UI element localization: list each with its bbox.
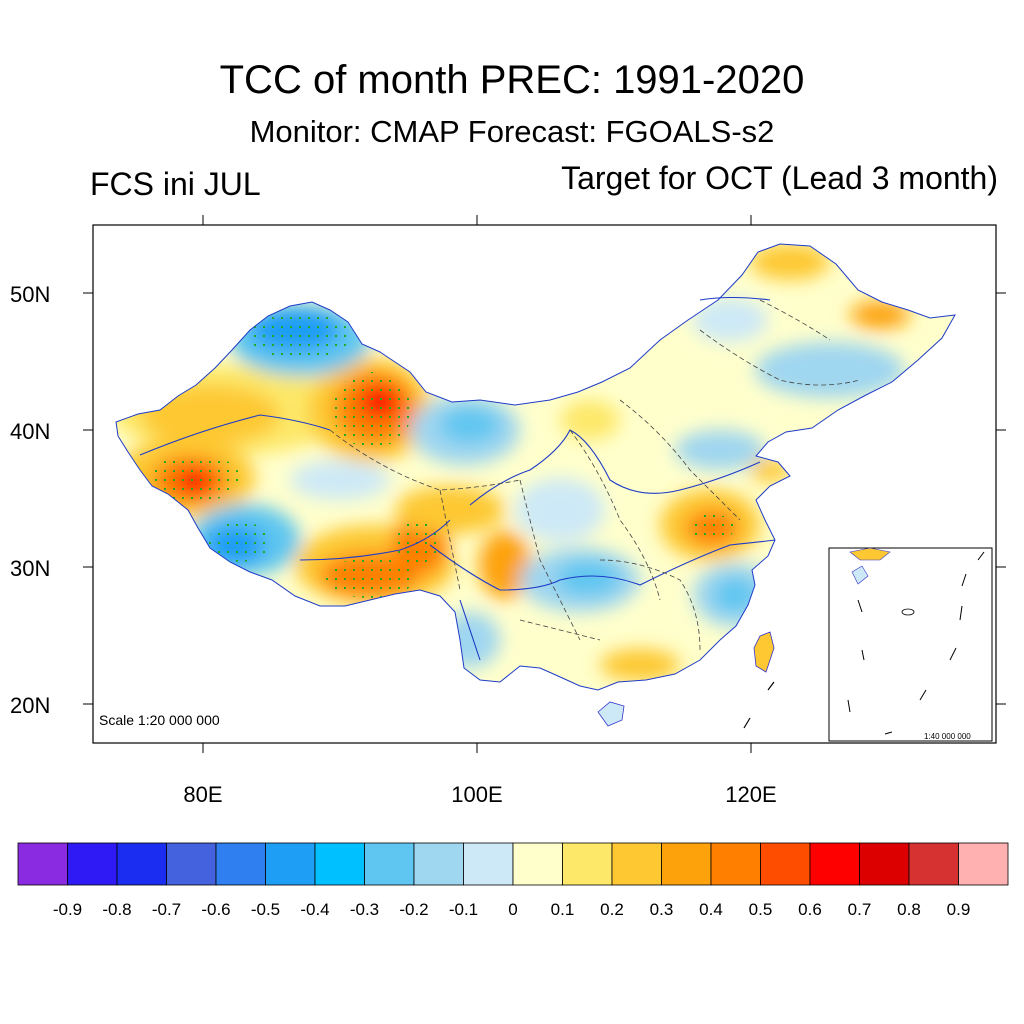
- colorbar-label: -0.7: [152, 900, 181, 919]
- colorbar-swatch: [67, 842, 118, 886]
- colorbar-label: -0.4: [300, 900, 329, 919]
- field-region: [140, 385, 280, 445]
- field-region: [750, 244, 830, 280]
- lat-label-50n: 50N: [10, 282, 50, 307]
- significance-stipple: [325, 558, 415, 598]
- rivers: [139, 296, 776, 661]
- colorbar-label: 0.2: [600, 900, 624, 919]
- colorbar-swatch: [463, 842, 514, 886]
- colorbar-label: -0.3: [350, 900, 379, 919]
- colorbar-swatch: [958, 842, 1009, 886]
- field-region: [440, 407, 500, 443]
- colorbar-swatch: [760, 842, 811, 886]
- colorbar-swatch: [265, 842, 316, 886]
- inset-map: 1:40 000 000: [828, 547, 993, 742]
- lon-label-80e: 80E: [183, 782, 222, 807]
- field-region: [755, 342, 905, 398]
- colorbar-swatch: [908, 842, 959, 886]
- colorbar-label: -0.5: [251, 900, 280, 919]
- colorbar-label: 0.1: [551, 900, 575, 919]
- hainan-island: [597, 701, 625, 727]
- province-boundaries: [329, 299, 861, 651]
- significance-stipple: [332, 372, 412, 448]
- inset-hainan: [851, 565, 869, 585]
- field-region: [290, 460, 390, 500]
- colorbar-swatch: [17, 842, 68, 886]
- colorbar-label: 0.8: [897, 900, 921, 919]
- significance-stipple: [690, 514, 734, 542]
- field-region: [479, 531, 531, 599]
- yellow-river: [469, 429, 761, 506]
- colorbar-swatch: [809, 842, 860, 886]
- mekong-river: [459, 599, 481, 661]
- field-region: [713, 577, 757, 613]
- lat-label-30n: 30N: [10, 556, 50, 581]
- colorbar-label: 0.3: [650, 900, 674, 919]
- yangtze-river: [429, 539, 776, 591]
- field-region: [850, 301, 910, 329]
- colorbar-swatch: [413, 842, 464, 886]
- colorbar-label: -0.1: [449, 900, 478, 919]
- china-outline: [115, 243, 956, 691]
- significance-stipple: [396, 518, 440, 566]
- lat-label-40n: 40N: [10, 419, 50, 444]
- significance-stipple: [208, 522, 272, 562]
- colorbar-swatch: [116, 842, 167, 886]
- colorbar-label: -0.8: [102, 900, 131, 919]
- colorbar-swatch: [859, 842, 910, 886]
- inset-scale-label: 1:40 000 000: [924, 732, 971, 741]
- colorbar-label: 0: [508, 900, 517, 919]
- inset-coast: [849, 547, 891, 561]
- inset-frame: [828, 547, 993, 742]
- significance-stipple: [250, 312, 350, 360]
- colorbar-swatch: [166, 842, 217, 886]
- lat-label-20n: 20N: [10, 693, 50, 718]
- field-region: [560, 400, 620, 440]
- inset-dash-line: [847, 551, 985, 735]
- init-label: FCS ini JUL: [90, 166, 261, 202]
- colorbar-swatch: [562, 842, 613, 886]
- colorbar-label: 0.4: [699, 900, 723, 919]
- colorbar-swatch: [611, 842, 662, 886]
- colorbar-swatch: [661, 842, 712, 886]
- lon-label-120e: 120E: [725, 782, 776, 807]
- inset-island: [901, 608, 915, 616]
- taiwan-island: [753, 631, 775, 673]
- field-region: [515, 478, 605, 542]
- target-label: Target for OCT (Lead 3 month): [561, 160, 998, 196]
- field-region: [692, 298, 768, 342]
- colorbar-label: 0.5: [749, 900, 773, 919]
- colorbar-labels: -0.9 -0.8 -0.7 -0.6 -0.5 -0.4 -0.3 -0.2 -0.1 0 0.1…: [53, 900, 970, 919]
- colorbar-label: -0.2: [399, 900, 428, 919]
- amur-river: [699, 296, 771, 301]
- field-region: [600, 649, 680, 681]
- lon-label-100e: 100E: [451, 782, 502, 807]
- colorbar-label: 0.6: [798, 900, 822, 919]
- colorbar-label: -0.9: [53, 900, 82, 919]
- nine-dash-line: [743, 681, 775, 729]
- map-subtitle: Monitor: CMAP Forecast: FGOALS-s2: [249, 114, 775, 149]
- colorbar-swatch: [314, 842, 365, 886]
- colorbar-label: -0.6: [201, 900, 230, 919]
- yarlung-river: [299, 519, 451, 561]
- colorbar-label: 0.9: [947, 900, 971, 919]
- scale-label: Scale 1:20 000 000: [99, 712, 220, 728]
- colorbar-swatch: [710, 842, 761, 886]
- colorbar-swatch: [364, 842, 415, 886]
- field-region: [675, 430, 765, 470]
- axis-ticks: [83, 215, 1006, 753]
- significance-stipple: [150, 454, 240, 502]
- field-region: [556, 560, 620, 596]
- tarim-river: [139, 414, 331, 456]
- map-title: TCC of month PREC: 1991-2020: [219, 58, 805, 102]
- colorbar-swatch: [215, 842, 266, 886]
- colorbar-label: 0.7: [848, 900, 872, 919]
- colorbar: [17, 842, 1009, 886]
- colorbar-swatch: [512, 842, 563, 886]
